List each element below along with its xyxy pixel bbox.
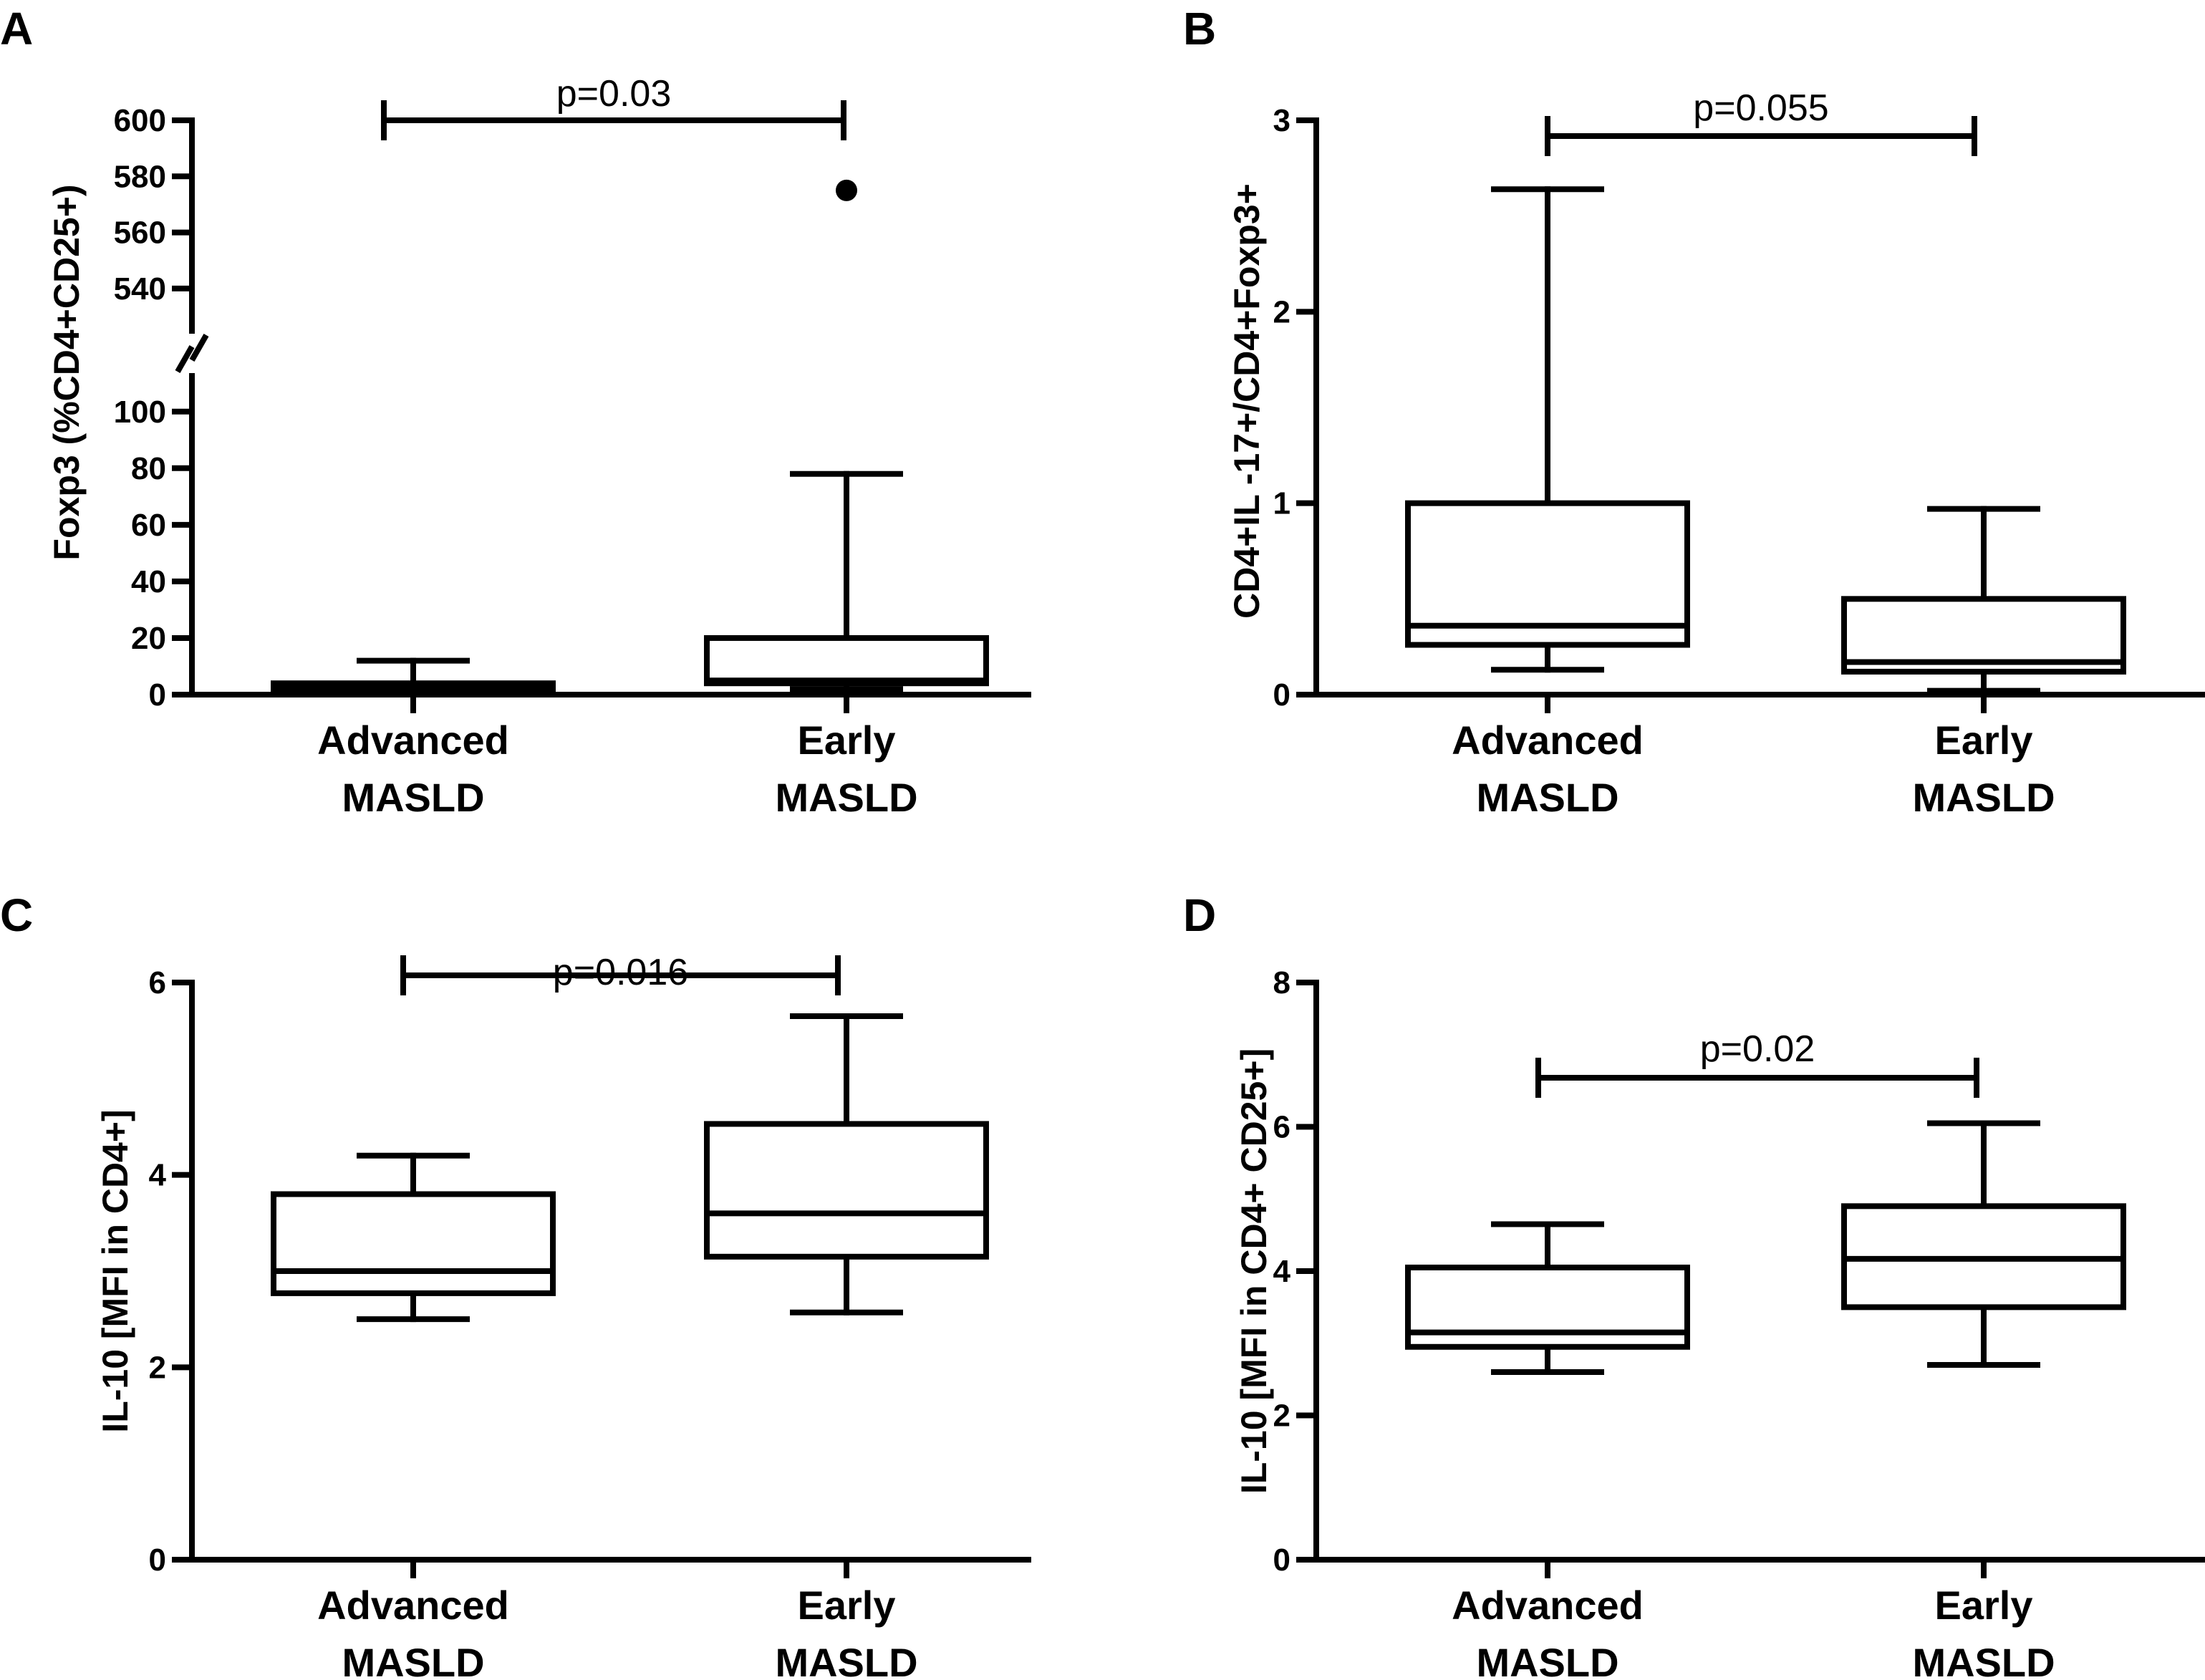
- panel-label-a: A: [0, 3, 33, 54]
- box-plot: [1405, 1221, 1690, 1376]
- y-tick-label: 560: [114, 216, 166, 251]
- y-tick-label: 2: [1273, 294, 1290, 329]
- y-tick-label: 40: [131, 564, 166, 599]
- p-value-label: p=0.03: [556, 73, 672, 115]
- x-category-label: MASLD: [342, 775, 484, 820]
- x-category-label: MASLD: [1476, 1640, 1618, 1680]
- y-axis-title: IL-10 [MFI in CD4+ CD25+]: [1234, 1048, 1274, 1494]
- x-category-label: Early: [798, 1583, 896, 1628]
- box-plot: [704, 470, 989, 692]
- panel-label-d: D: [1183, 889, 1216, 941]
- panel-d: D 0 2 4 6 8 Advanced MASLD Early MASLD IL-10 [MFI…: [1183, 889, 2205, 1680]
- y-axis-title: CD4+IL -17+/CD4+Foxp3+: [1227, 183, 1267, 619]
- y-tick-label: 600: [114, 103, 166, 138]
- y-tick-label: 540: [114, 271, 166, 306]
- y-tick-label: 100: [114, 395, 166, 430]
- x-category-label: Early: [798, 718, 896, 763]
- box-iqr: [704, 1121, 989, 1260]
- x-category-label: MASLD: [775, 1640, 917, 1680]
- panel-c: C 0 2 4 6 Advanced MASLD Early MASLD IL-10 [MFI …: [0, 889, 1031, 1680]
- y-tick-label: 60: [131, 508, 166, 543]
- y-tick-label: 80: [131, 451, 166, 486]
- panel-b: B 0 1 2 3 Advanced MASLD Early MASLD CD4+IL -17+…: [1183, 3, 2205, 820]
- x-category-label: MASLD: [775, 775, 917, 820]
- x-category-label: Early: [1935, 718, 2033, 763]
- x-category-label: Advanced: [1452, 718, 1644, 763]
- box-plot: [271, 1152, 556, 1323]
- y-tick-label: 0: [1273, 1543, 1290, 1578]
- box-plot: [1841, 1120, 2126, 1368]
- y-tick-label: 0: [149, 1543, 166, 1578]
- x-category-label: MASLD: [1476, 775, 1618, 820]
- box-plot: [704, 1013, 989, 1315]
- x-category-label: Advanced: [317, 1583, 509, 1628]
- axis-break-mark: [189, 334, 209, 362]
- y-tick-label: 20: [131, 621, 166, 656]
- x-category-label: Early: [1935, 1583, 2033, 1628]
- panel-label-c: C: [0, 889, 33, 941]
- y-tick-label: 2: [149, 1350, 166, 1385]
- y-tick-label: 3: [1273, 103, 1290, 138]
- y-axis-title: Foxp3 (%CD4+CD25+): [47, 184, 87, 560]
- x-category-label: Advanced: [1452, 1583, 1644, 1628]
- y-tick-label: 0: [1273, 677, 1290, 713]
- y-tick-label: 4: [1273, 1254, 1291, 1289]
- y-tick-label: 580: [114, 159, 166, 194]
- axis-break-mark: [175, 345, 195, 373]
- panel-label-b: B: [1183, 3, 1216, 54]
- y-tick-label: 1: [1273, 486, 1290, 521]
- p-value-label: p=0.016: [553, 952, 688, 993]
- p-value-label: p=0.055: [1693, 87, 1828, 129]
- y-tick-label: 6: [1273, 1110, 1290, 1145]
- y-tick-label: 6: [149, 965, 166, 1000]
- x-category-label: MASLD: [342, 1640, 484, 1680]
- x-category-label: MASLD: [1912, 775, 2055, 820]
- box-plot: [1841, 506, 2126, 694]
- y-tick-label: 4: [149, 1158, 167, 1193]
- outlier-point: [836, 179, 857, 201]
- box-iqr: [1405, 500, 1690, 648]
- x-category-label: MASLD: [1912, 1640, 2055, 1680]
- box-iqr: [271, 1191, 556, 1296]
- y-axis-title: IL-10 [MFI in CD4+]: [95, 1109, 135, 1432]
- box-iqr: [704, 634, 989, 687]
- panel-a: A 0 20 40 60 80 100 540 560 580 600 Advanced MASLD E…: [0, 3, 1031, 820]
- box-plot: [271, 657, 556, 695]
- p-value-label: p=0.02: [1700, 1028, 1815, 1070]
- y-tick-label: 8: [1273, 965, 1290, 1000]
- y-tick-label: 0: [149, 677, 166, 713]
- x-category-label: Advanced: [317, 718, 509, 763]
- y-tick-label: 2: [1273, 1399, 1290, 1434]
- box-plot: [1405, 186, 1690, 673]
